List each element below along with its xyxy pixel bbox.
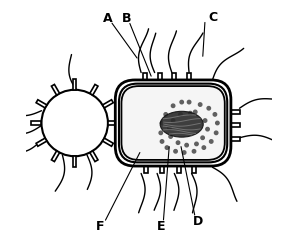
Circle shape — [216, 121, 219, 125]
Polygon shape — [144, 162, 148, 173]
Circle shape — [169, 135, 172, 138]
FancyBboxPatch shape — [119, 84, 227, 162]
Ellipse shape — [160, 111, 203, 137]
Circle shape — [174, 150, 177, 153]
Polygon shape — [160, 162, 164, 173]
Circle shape — [182, 151, 186, 154]
Circle shape — [198, 103, 202, 106]
Circle shape — [159, 131, 162, 135]
Polygon shape — [187, 73, 191, 84]
Circle shape — [171, 119, 175, 122]
Circle shape — [192, 150, 196, 153]
Polygon shape — [90, 151, 98, 162]
Circle shape — [168, 126, 171, 130]
Polygon shape — [36, 100, 47, 108]
Text: F: F — [96, 220, 105, 233]
Text: B: B — [121, 12, 131, 25]
Polygon shape — [102, 100, 113, 108]
Polygon shape — [51, 84, 60, 95]
Circle shape — [195, 142, 198, 146]
Circle shape — [180, 100, 184, 104]
Polygon shape — [108, 121, 118, 125]
Circle shape — [187, 100, 191, 104]
Text: A: A — [103, 12, 113, 25]
Polygon shape — [143, 73, 147, 84]
Polygon shape — [90, 84, 98, 95]
Polygon shape — [36, 138, 47, 146]
Polygon shape — [51, 151, 60, 162]
Circle shape — [189, 111, 192, 115]
FancyBboxPatch shape — [115, 80, 231, 166]
Circle shape — [203, 119, 207, 122]
Circle shape — [42, 90, 108, 156]
FancyBboxPatch shape — [121, 86, 225, 160]
Circle shape — [160, 140, 164, 143]
Polygon shape — [31, 121, 42, 125]
Text: E: E — [157, 220, 165, 233]
Polygon shape — [102, 138, 113, 146]
Polygon shape — [158, 73, 162, 84]
Polygon shape — [192, 162, 196, 173]
Circle shape — [213, 113, 217, 116]
Polygon shape — [177, 162, 181, 173]
Circle shape — [207, 107, 211, 110]
Circle shape — [176, 141, 180, 144]
Circle shape — [206, 127, 209, 131]
Polygon shape — [73, 156, 76, 167]
Polygon shape — [227, 110, 239, 114]
Circle shape — [202, 146, 206, 149]
Circle shape — [179, 113, 182, 116]
Text: D: D — [192, 215, 203, 228]
Circle shape — [165, 146, 169, 149]
Polygon shape — [227, 123, 239, 127]
Circle shape — [164, 113, 168, 116]
Text: C: C — [208, 11, 217, 24]
Circle shape — [194, 110, 197, 114]
Circle shape — [209, 140, 213, 143]
Polygon shape — [73, 79, 76, 90]
Polygon shape — [172, 73, 176, 84]
Circle shape — [201, 136, 204, 139]
Circle shape — [185, 143, 188, 147]
Circle shape — [160, 121, 164, 125]
Circle shape — [171, 104, 175, 108]
Circle shape — [214, 131, 218, 135]
Polygon shape — [227, 137, 239, 141]
